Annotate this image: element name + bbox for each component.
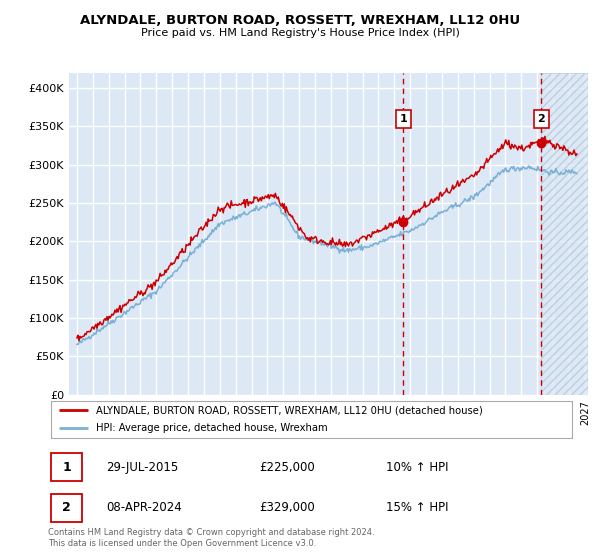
- Bar: [541, 73, 588, 395]
- Text: 2: 2: [538, 114, 545, 124]
- Text: Contains HM Land Registry data © Crown copyright and database right 2024.
This d: Contains HM Land Registry data © Crown c…: [48, 528, 374, 548]
- Text: £225,000: £225,000: [259, 460, 315, 474]
- Text: 10% ↑ HPI: 10% ↑ HPI: [386, 460, 448, 474]
- Text: Price paid vs. HM Land Registry's House Price Index (HPI): Price paid vs. HM Land Registry's House …: [140, 28, 460, 38]
- Text: 29-JUL-2015: 29-JUL-2015: [106, 460, 178, 474]
- Text: 2: 2: [62, 501, 71, 515]
- Text: 1: 1: [400, 114, 407, 124]
- FancyBboxPatch shape: [50, 453, 82, 481]
- Text: £329,000: £329,000: [259, 501, 315, 515]
- Text: 1: 1: [62, 460, 71, 474]
- FancyBboxPatch shape: [50, 402, 572, 437]
- Text: ALYNDALE, BURTON ROAD, ROSSETT, WREXHAM, LL12 0HU: ALYNDALE, BURTON ROAD, ROSSETT, WREXHAM,…: [80, 14, 520, 27]
- Text: 08-APR-2024: 08-APR-2024: [106, 501, 182, 515]
- Text: 15% ↑ HPI: 15% ↑ HPI: [386, 501, 448, 515]
- Text: ALYNDALE, BURTON ROAD, ROSSETT, WREXHAM, LL12 0HU (detached house): ALYNDALE, BURTON ROAD, ROSSETT, WREXHAM,…: [95, 405, 482, 415]
- FancyBboxPatch shape: [50, 494, 82, 522]
- Text: HPI: Average price, detached house, Wrexham: HPI: Average price, detached house, Wrex…: [95, 423, 327, 433]
